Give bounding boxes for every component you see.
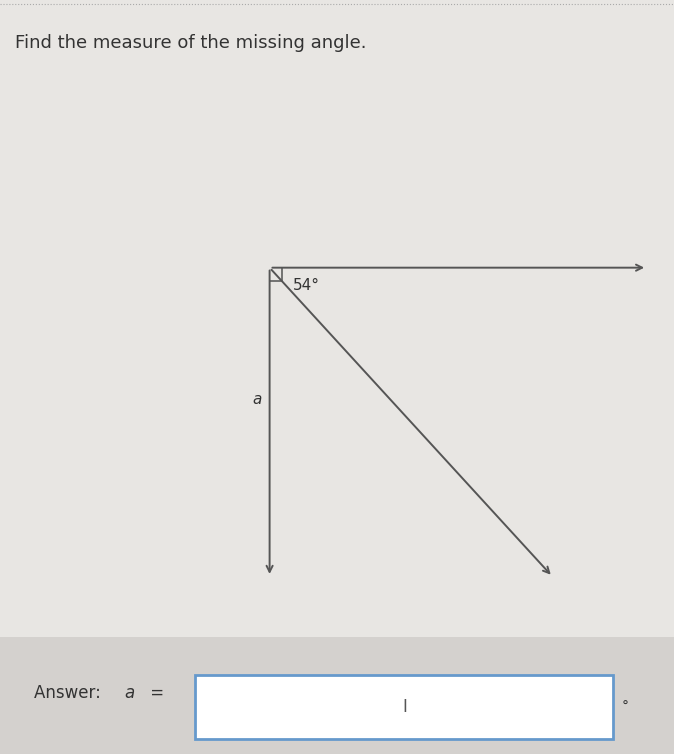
Text: =: = [145,684,164,702]
Text: Answer:: Answer: [34,684,111,702]
Text: I: I [402,698,407,716]
Text: 54°: 54° [293,278,320,293]
Text: a: a [253,392,262,407]
Text: Find the measure of the missing angle.: Find the measure of the missing angle. [15,34,367,52]
FancyBboxPatch shape [0,637,674,754]
Text: °: ° [622,700,629,714]
FancyBboxPatch shape [195,675,613,739]
Text: a: a [125,684,135,702]
